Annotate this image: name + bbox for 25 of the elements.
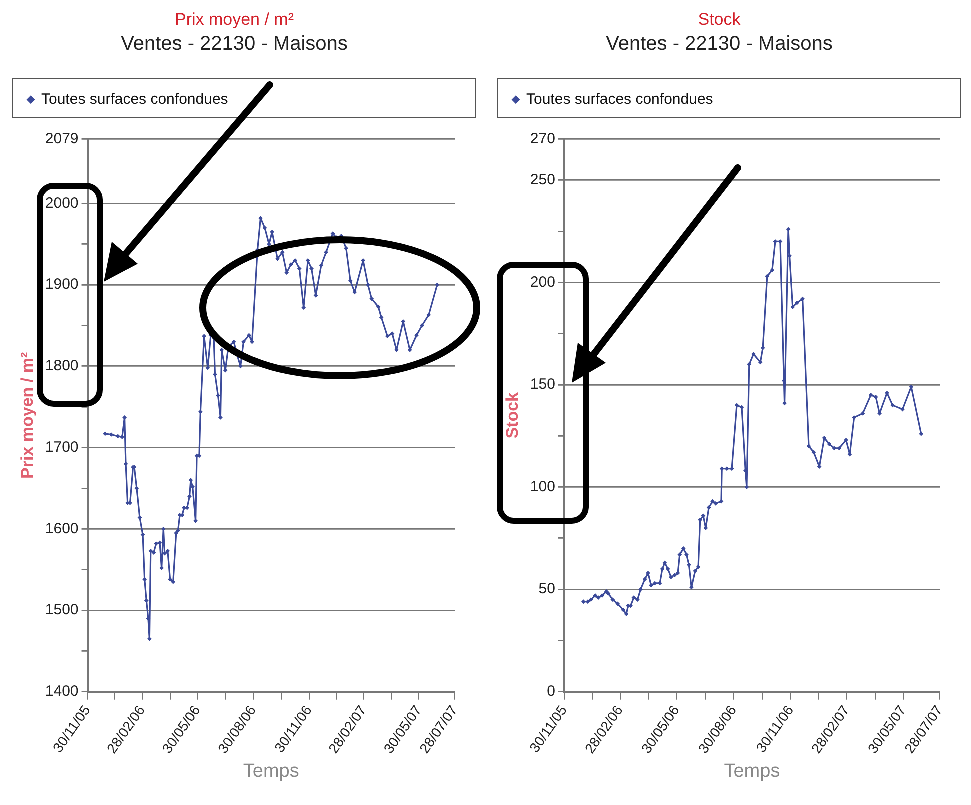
y-tick-label: 2079 [45, 130, 79, 148]
y-tick-label: 1900 [45, 276, 79, 294]
x-axis-title: Temps [243, 760, 300, 782]
y-tick-label: 250 [530, 171, 556, 188]
chart-subtitle: Ventes - 22130 - Maisons [606, 32, 833, 55]
chart-title: Stock [698, 10, 742, 29]
y-axis-title: Prix moyen / m² [18, 352, 37, 479]
y-tick-label: 1600 [45, 520, 79, 538]
y-tick-label: 0 [547, 683, 556, 700]
y-tick-label: 270 [530, 130, 556, 148]
y-tick-label: 2000 [45, 194, 79, 212]
y-tick-label: 100 [530, 478, 556, 496]
legend-label: Toutes surfaces confondues [526, 91, 714, 108]
y-tick-label: 1700 [45, 438, 79, 456]
legend-label: Toutes surfaces confondues [42, 91, 228, 108]
y-tick-label: 1400 [45, 683, 79, 700]
y-tick-label: 1800 [45, 358, 79, 375]
chart-title: Prix moyen / m² [174, 10, 294, 29]
y-axis-title: Stock [502, 392, 522, 439]
x-axis-title: Temps [724, 760, 780, 782]
y-tick-label: 150 [530, 376, 556, 394]
y-tick-label: 50 [538, 580, 556, 598]
chart-subtitle: Ventes - 22130 - Maisons [121, 32, 348, 55]
y-tick-label: 200 [530, 274, 556, 291]
y-tick-label: 1500 [45, 602, 79, 619]
